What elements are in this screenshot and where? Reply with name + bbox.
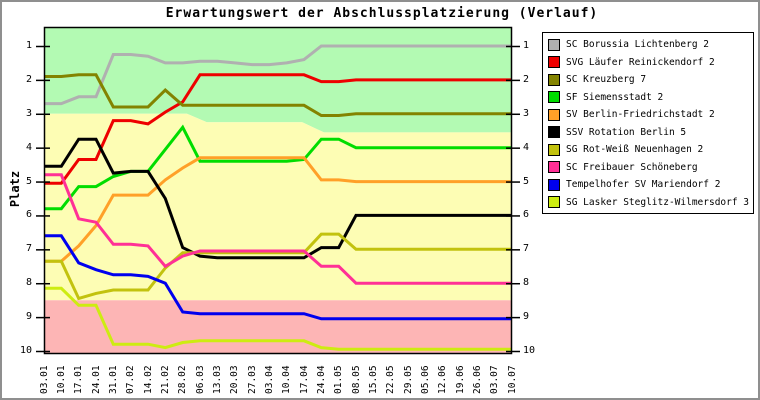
y-tick-label-left: 2 (25, 73, 32, 85)
legend-color-swatch-icon (548, 143, 560, 156)
series-line-9 (44, 234, 512, 321)
x-tick-label: 10.01 (55, 365, 67, 394)
x-tick-label: 08.05 (350, 365, 362, 394)
legend-label: SG Lasker Steglitz-Wilmersdorf 3 (566, 196, 750, 208)
plot-border (43, 26, 513, 355)
legend-label: SF Siemensstadt 2 (566, 91, 664, 103)
y-tick-label-left: 3 (25, 107, 32, 119)
legend-item: SC Kreuzberg 7 (543, 71, 753, 89)
legend-item: SV Berlin-Friedrichstadt 2 (543, 106, 753, 124)
y-tick-label-right: 4 (523, 141, 530, 153)
legend-color-swatch-icon (548, 108, 560, 121)
legend-color-swatch-icon (548, 73, 560, 86)
series-line-8 (44, 173, 512, 285)
zone-promotion (44, 27, 512, 133)
x-tick-label: 27.03 (246, 365, 258, 394)
y-tick-label-right: 5 (523, 175, 530, 187)
x-tick-label: 26.06 (471, 365, 483, 394)
series-line-1 (44, 44, 512, 106)
y-tick-label-right: 1 (523, 40, 530, 51)
legend-color-swatch-icon (548, 38, 560, 51)
x-tick-label: 24.04 (315, 365, 327, 394)
legend-label: SC Borussia Lichtenberg 2 (566, 39, 709, 51)
x-tick-label: 03.04 (263, 365, 275, 394)
x-tick-label: 28.02 (177, 365, 189, 394)
legend-label: SVG Läufer Reinickendorf 2 (566, 56, 715, 68)
x-tick-label: 17.04 (298, 365, 310, 394)
x-tick-label: 21.02 (159, 365, 171, 394)
x-tick-label: 13.03 (211, 365, 223, 394)
y-tick-label-left: 10 (19, 345, 32, 356)
legend-color-swatch-icon (548, 196, 560, 209)
y-tick-label-right: 10 (523, 345, 536, 356)
zone-relegation (44, 300, 512, 354)
legend-item: SG Lasker Steglitz-Wilmersdorf 3 (543, 194, 753, 212)
x-tick-label: 22.05 (385, 365, 397, 394)
chart-title: Erwartungswert der Abschlussplatzierung … (165, 6, 599, 21)
x-tick-label: 29.05 (402, 365, 414, 394)
y-tick-label-right: 3 (523, 107, 530, 119)
x-tick-label: 05.06 (419, 365, 431, 394)
x-tick-label: 20.03 (229, 365, 241, 394)
x-tick-label: 10.07 (506, 365, 518, 394)
legend-label: SG Rot-Weiß Neuenhagen 2 (566, 144, 704, 156)
y-tick-label-left: 4 (25, 141, 32, 153)
x-tick-label: 19.06 (454, 365, 466, 394)
legend-color-swatch-icon (548, 56, 560, 69)
series-line-6 (44, 137, 512, 260)
legend-label: Tempelhofer SV Mariendorf 2 (566, 179, 721, 191)
y-tick-label-right: 2 (523, 73, 530, 85)
y-tick-label-right: 9 (523, 311, 530, 323)
legend-item: SVG Läufer Reinickendorf 2 (543, 54, 753, 72)
y-tick-label-left: 1 (25, 40, 32, 51)
x-tick-label: 31.01 (107, 365, 119, 394)
y-tick-label-left: 7 (25, 243, 32, 255)
x-tick-label: 07.02 (125, 365, 137, 394)
legend-item: SG Rot-Weiß Neuenhagen 2 (543, 141, 753, 159)
x-tick-label: 10.04 (281, 365, 293, 394)
x-tick-label: 06.03 (194, 365, 206, 394)
y-tick-label-right: 8 (523, 277, 530, 289)
y-tick-label-right: 7 (523, 243, 530, 255)
x-tick-label: 03.07 (489, 365, 501, 394)
legend-color-swatch-icon (548, 178, 560, 191)
series-line-4 (44, 124, 512, 211)
legend-item: Tempelhofer SV Mariendorf 2 (543, 176, 753, 194)
series-line-7 (44, 232, 512, 301)
legend-label: SC Kreuzberg 7 (566, 74, 647, 86)
legend-color-swatch-icon (548, 91, 560, 104)
series-line-3 (44, 73, 512, 117)
x-tick-label: 24.01 (90, 365, 102, 394)
x-tick-label: 14.02 (142, 365, 154, 394)
zone-mid (44, 113, 512, 301)
legend-item: SC Borussia Lichtenberg 2 (543, 36, 753, 54)
series-line-2 (44, 73, 512, 185)
y-tick-label-left: 9 (25, 311, 32, 323)
y-tick-label-right: 6 (523, 209, 530, 221)
series-line-5 (44, 156, 512, 263)
legend-item: SSV Rotation Berlin 5 (543, 124, 753, 142)
series-line-10 (44, 286, 512, 351)
x-tick-label: 01.05 (333, 365, 345, 394)
legend: SC Borussia Lichtenberg 2 SVG Läufer Rein… (542, 32, 754, 214)
legend-label: SC Freibauer Schöneberg (566, 161, 698, 173)
y-tick-label-left: 6 (25, 209, 32, 221)
x-tick-label: 15.05 (367, 365, 379, 394)
y-tick-label-left: 5 (25, 175, 32, 187)
x-tick-label: 17.01 (73, 365, 85, 394)
x-tick-label: 03.01 (38, 365, 50, 394)
y-tick-label-left: 8 (25, 277, 32, 289)
legend-label: SV Berlin-Friedrichstadt 2 (566, 109, 715, 121)
legend-color-swatch-icon (548, 126, 560, 139)
legend-color-swatch-icon (548, 161, 560, 174)
legend-item: SC Freibauer Schöneberg (543, 159, 753, 177)
legend-item: SF Siemensstadt 2 (543, 89, 753, 107)
x-tick-label: 12.06 (437, 365, 449, 394)
legend-label: SSV Rotation Berlin 5 (566, 126, 687, 138)
